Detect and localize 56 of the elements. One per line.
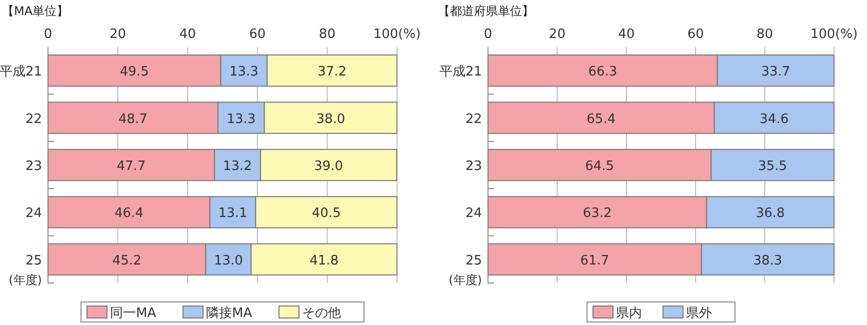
x-tick-label: 0 <box>44 27 52 42</box>
data-label: 38.3 <box>753 253 782 268</box>
data-label: 64.5 <box>585 159 614 174</box>
x-tick-label: 20 <box>110 27 126 42</box>
data-label: 36.8 <box>756 206 785 222</box>
data-label: 37.2 <box>318 64 347 80</box>
y-tick-label: 22 <box>465 112 482 127</box>
y-tick-label: 24 <box>465 206 482 222</box>
y-tick-label: 24 <box>25 206 42 222</box>
x-tick-label: 60 <box>687 27 704 42</box>
chart-title: 【MA単位】 <box>2 4 69 18</box>
data-label: 63.2 <box>582 206 612 222</box>
x-tick-label: 100(%) <box>810 27 858 42</box>
legend-label: 県内 <box>616 306 642 321</box>
y-axis-title: (年度) <box>8 273 42 287</box>
data-label: 49.5 <box>120 64 149 80</box>
x-tick-label: 80 <box>756 27 774 42</box>
y-tick-label: 25 <box>25 253 42 268</box>
y-tick-label: 25 <box>465 253 482 268</box>
legend-label: 隣接MA <box>206 306 252 321</box>
data-label: 39.0 <box>314 159 344 174</box>
y-tick-label: 平成21 <box>0 64 42 80</box>
data-label: 35.5 <box>758 159 788 174</box>
data-label: 13.3 <box>226 112 256 127</box>
x-tick-label: 20 <box>548 27 566 42</box>
y-axis-title: (年度) <box>448 273 482 287</box>
data-label: 13.3 <box>229 64 258 80</box>
data-label: 47.7 <box>116 159 146 174</box>
y-tick-label: 平成21 <box>439 64 482 80</box>
legend-label: その他 <box>302 306 341 321</box>
data-label: 45.2 <box>112 253 142 268</box>
legend-label: 同一MA <box>110 306 156 321</box>
x-tick-label: 80 <box>318 27 336 42</box>
data-label: 38.0 <box>316 112 346 127</box>
data-label: 61.7 <box>580 253 610 268</box>
data-label: 65.4 <box>586 112 616 127</box>
data-label: 66.3 <box>588 64 618 80</box>
data-label: 41.8 <box>310 253 339 268</box>
y-tick-label: 23 <box>465 159 482 174</box>
x-tick-label: 60 <box>249 27 266 42</box>
data-label: 46.4 <box>114 206 144 222</box>
data-label: 13.0 <box>214 253 243 268</box>
data-label: 48.7 <box>118 112 148 127</box>
x-tick-label: 40 <box>618 27 635 42</box>
data-label: 13.2 <box>223 159 252 174</box>
data-label: 33.7 <box>761 64 790 80</box>
y-tick-label: 23 <box>25 159 42 174</box>
data-label: 40.5 <box>312 206 341 222</box>
x-tick-label: 0 <box>484 27 492 42</box>
x-tick-label: 40 <box>179 27 196 42</box>
data-label: 13.1 <box>218 206 248 222</box>
chart-title: 【都道府県単位】 <box>438 4 534 18</box>
x-tick-label: 100(%) <box>373 27 421 42</box>
data-label: 34.6 <box>760 112 789 127</box>
y-tick-label: 22 <box>25 112 42 127</box>
legend-label: 県外 <box>686 306 712 321</box>
